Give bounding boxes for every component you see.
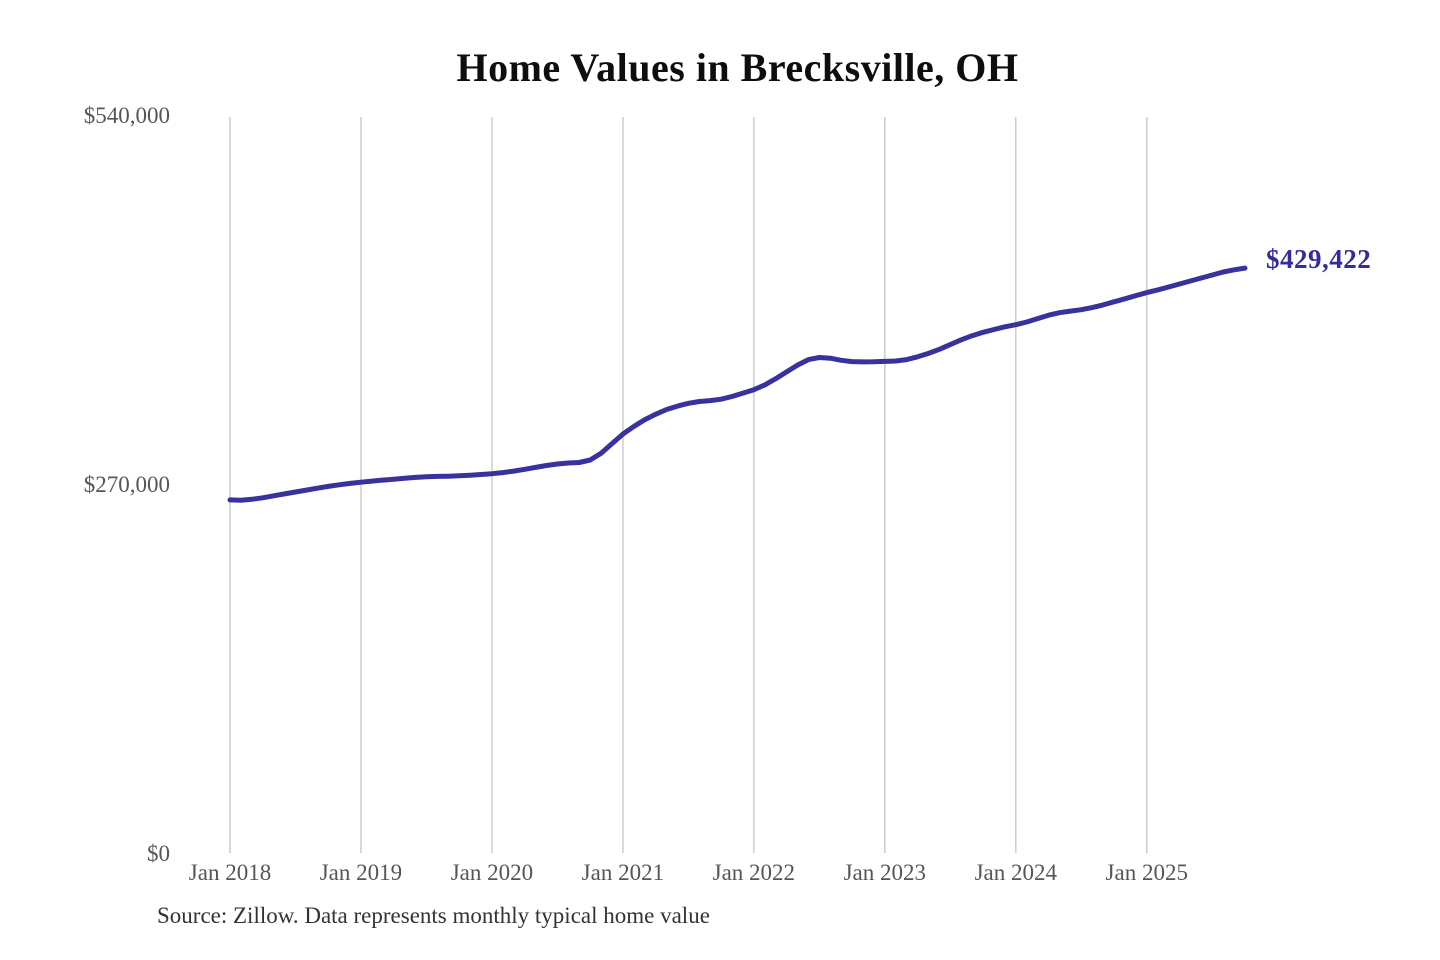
gridline-group bbox=[229, 117, 1148, 853]
y-tick-label: $0 bbox=[147, 841, 170, 866]
x-tick-label: Jan 2021 bbox=[581, 860, 665, 885]
x-tick-label: Jan 2024 bbox=[974, 860, 1057, 885]
home-value-line bbox=[227, 265, 1248, 503]
x-tick-label: Jan 2025 bbox=[1105, 860, 1188, 885]
source-note: Source: Zillow. Data represents monthly … bbox=[157, 903, 710, 928]
x-tick-label: Jan 2019 bbox=[319, 860, 403, 885]
x-tick-label: Jan 2018 bbox=[188, 860, 272, 885]
x-tick-label: Jan 2022 bbox=[712, 860, 796, 885]
y-tick-label: $540,000 bbox=[83, 103, 170, 128]
latest-value-label: $429,422 bbox=[1266, 244, 1372, 274]
x-tick-label: Jan 2023 bbox=[843, 860, 927, 885]
chart-title: Home Values in Brecksville, OH bbox=[456, 45, 1019, 90]
y-tick-label: $270,000 bbox=[83, 472, 170, 497]
x-tick-label: Jan 2020 bbox=[450, 860, 534, 885]
